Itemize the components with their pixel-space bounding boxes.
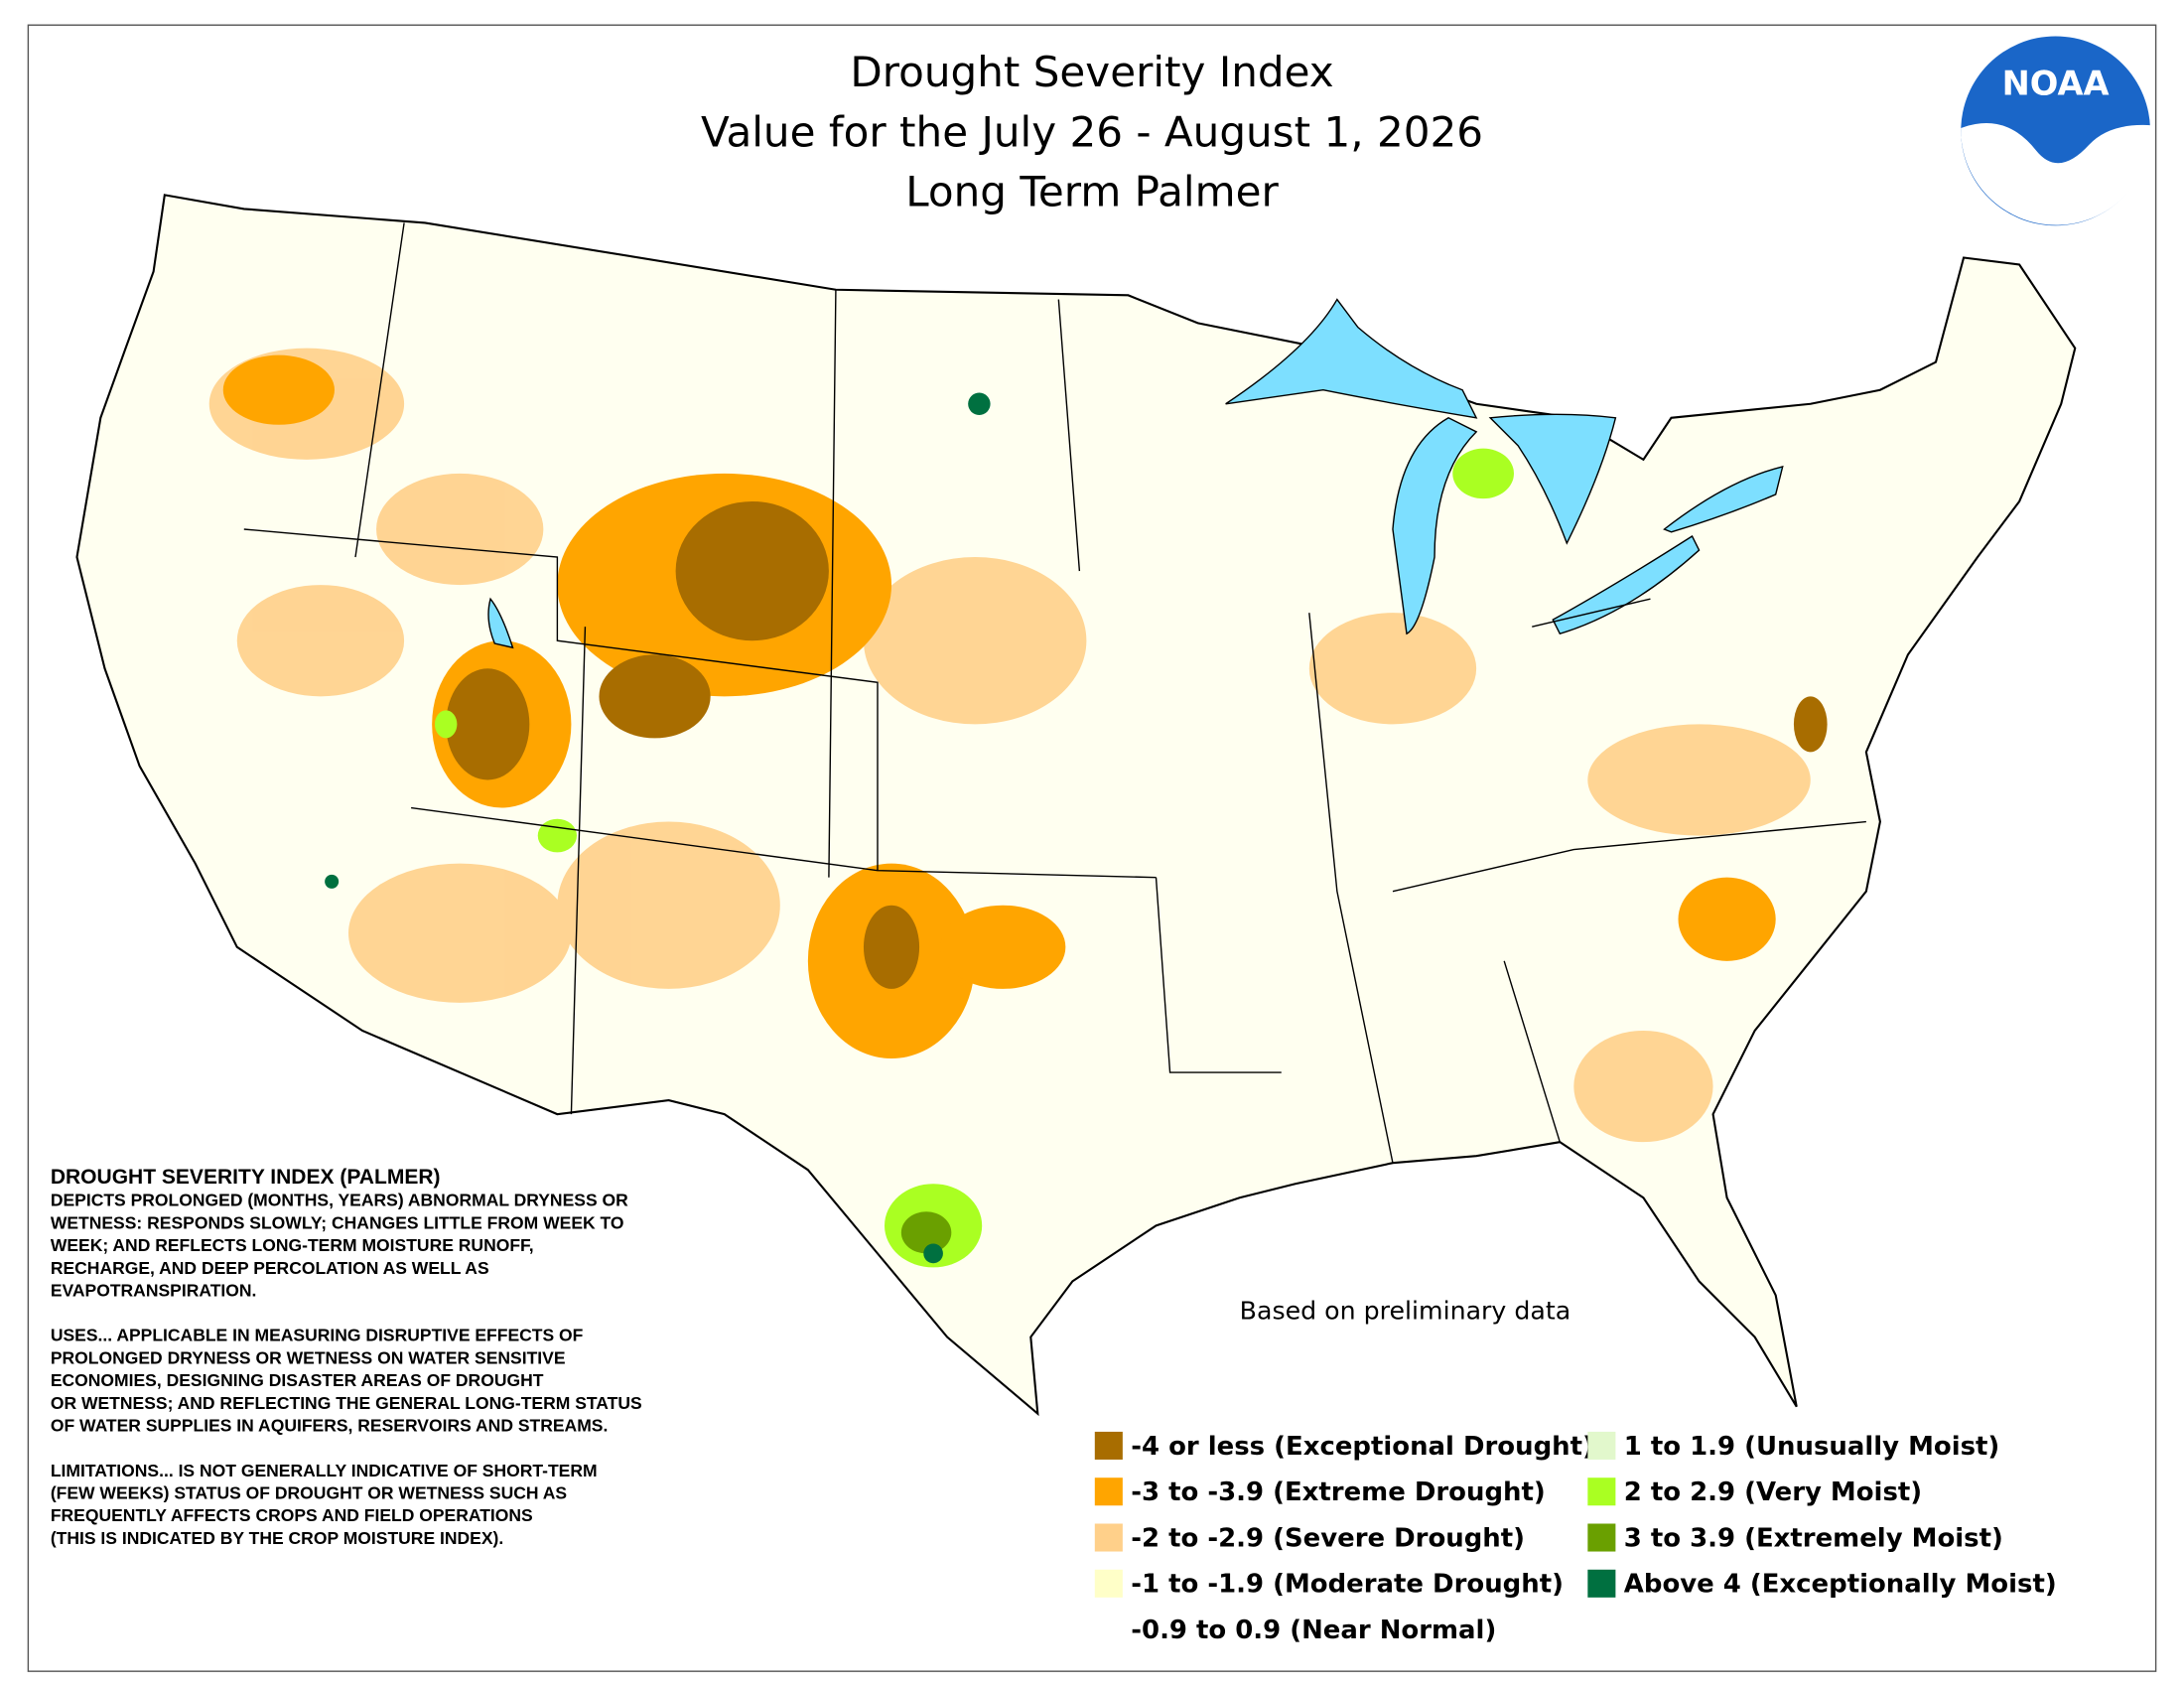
description-line: PROLONGED DRYNESS OR WETNESS ON WATER SE… (51, 1347, 566, 1367)
description-line: LIMITATIONS... IS NOT GENERALLY INDICATI… (51, 1461, 598, 1480)
note: Based on preliminary data (1240, 1296, 1571, 1325)
legend-swatch (1587, 1431, 1616, 1460)
legend-label: 2 to 2.9 (Very Moist) (1624, 1477, 1922, 1507)
description-line: (THIS IS INDICATED BY THE CROP MOISTURE … (51, 1528, 503, 1548)
description: DEPICTS PROLONGED (MONTHS, YEARS) ABNORM… (51, 1191, 642, 1548)
description-line: ECONOMIES, DESIGNING DISASTER AREAS OF D… (51, 1370, 544, 1390)
title-line: Drought Severity Index (850, 48, 1333, 96)
legend-label: 1 to 1.9 (Unusually Moist) (1624, 1432, 2000, 1462)
description-line: OR WETNESS; AND REFLECTING THE GENERAL L… (51, 1393, 642, 1413)
logo-text: NOAA (2002, 64, 2110, 102)
description-line: USES... APPLICABLE IN MEASURING DISRUPTI… (51, 1326, 584, 1345)
legend-label: -1 to -1.9 (Moderate Drought) (1131, 1570, 1564, 1600)
map (75, 194, 2077, 1417)
legend-swatch (1094, 1569, 1123, 1598)
description-line: WETNESS: RESPONDS SLOWLY; CHANGES LITTLE… (51, 1212, 624, 1232)
legend-swatch (1094, 1616, 1123, 1644)
noaa-logo: NOAA (1958, 33, 2153, 229)
legend-swatch (1587, 1523, 1616, 1552)
description-line: DEPICTS PROLONGED (MONTHS, YEARS) ABNORM… (51, 1191, 628, 1210)
description-line: EVAPOTRANSPIRATION. (51, 1281, 257, 1301)
title-line: Long Term Palmer (905, 168, 1279, 216)
legend-swatch (1587, 1477, 1616, 1506)
legend-label: Above 4 (Exceptionally Moist) (1624, 1570, 2057, 1600)
legend-swatch (1587, 1569, 1616, 1598)
title-line: Value for the July 26 - August 1, 2026 (701, 107, 1483, 156)
description-line: WEEK; AND REFLECTS LONG-TERM MOISTURE RU… (51, 1235, 534, 1255)
legend-label: -2 to -2.9 (Severe Drought) (1131, 1523, 1525, 1553)
description-line: FREQUENTLY AFFECTS CROPS AND FIELD OPERA… (51, 1505, 533, 1525)
description-line: OF WATER SUPPLIES IN AQUIFERS, RESERVOIR… (51, 1416, 609, 1436)
legend-swatch (1094, 1431, 1123, 1460)
legend-swatch (1094, 1477, 1123, 1506)
description-line: (FEW WEEKS) STATUS OF DROUGHT OR WETNESS… (51, 1483, 567, 1503)
description-line: RECHARGE, AND DEEP PERCOLATION AS WELL A… (51, 1258, 489, 1278)
legend-label: -0.9 to 0.9 (Near Normal) (1131, 1616, 1496, 1645)
description-heading: DROUGHT SEVERITY INDEX (PALMER) (51, 1166, 441, 1189)
legend-label: 3 to 3.9 (Extremely Moist) (1624, 1523, 2003, 1553)
legend-swatch (1094, 1523, 1123, 1552)
legend-label: -3 to -3.9 (Extreme Drought) (1131, 1477, 1545, 1507)
legend-label: -4 or less (Exceptional Drought) (1131, 1432, 1594, 1462)
legend: -4 or less (Exceptional Drought) -3 to -3… (1094, 1431, 2057, 1645)
